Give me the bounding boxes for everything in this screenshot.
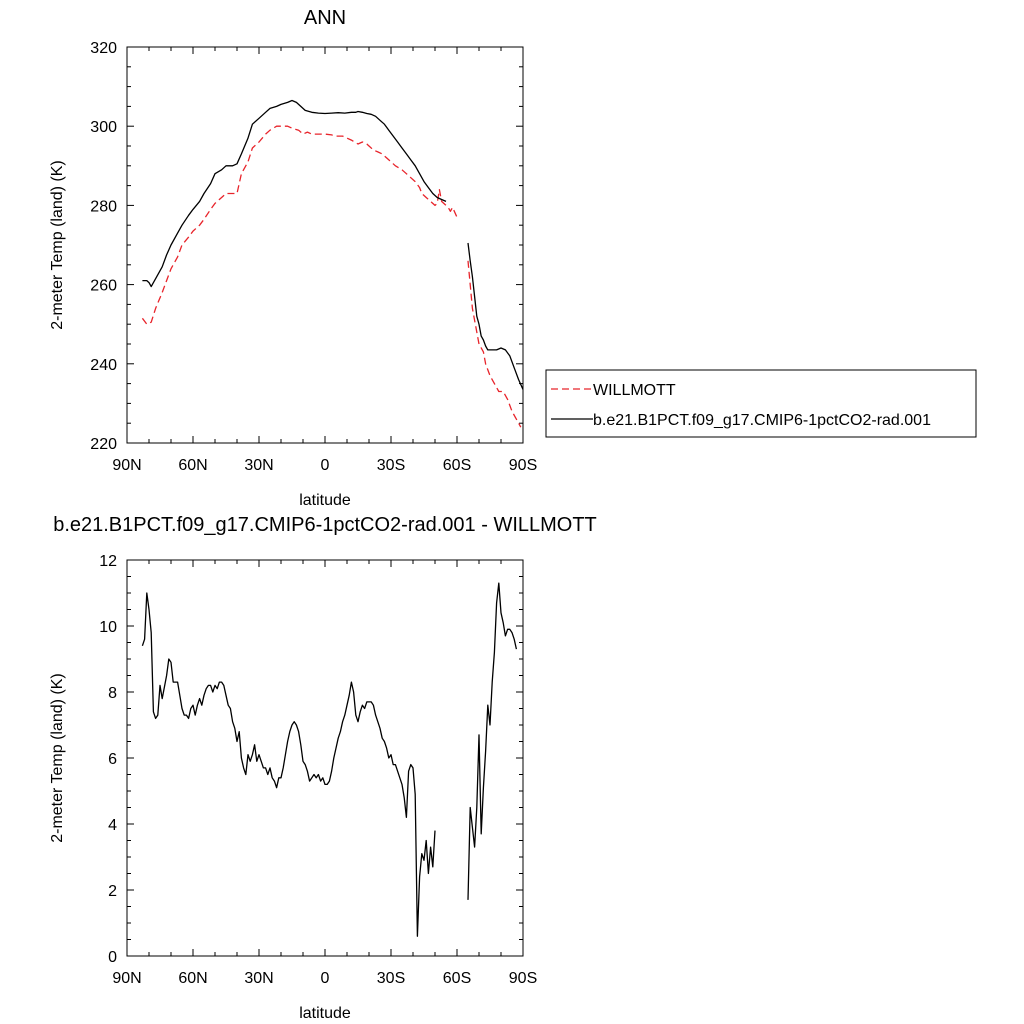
x-tick-label: 60S: [443, 457, 471, 474]
bottom-panel-difference: b.e21.B1PCT.f09_g17.CMIP6-1pctCO2-rad.00…: [49, 514, 597, 1022]
x-tick-label: 60N: [178, 970, 207, 987]
legend-entry: b.e21.B1PCT.f09_g17.CMIP6-1pctCO2-rad.00…: [593, 412, 931, 429]
y-tick-label: 4: [108, 817, 117, 834]
y-axis-label: 2-meter Temp (land) (K): [49, 160, 66, 330]
series-line-0-segment-1: [467, 260, 522, 428]
y-tick-label: 320: [90, 40, 117, 57]
y-tick-label: 0: [108, 949, 117, 966]
x-tick-label: 90N: [112, 457, 141, 474]
x-tick-label: 30S: [377, 970, 405, 987]
x-tick-label: 0: [321, 457, 330, 474]
series-line-0-segment-0: [141, 125, 458, 325]
x-tick-label: 90S: [509, 457, 537, 474]
y-tick-label: 12: [99, 553, 117, 570]
legend-box: [545, 369, 977, 438]
y-tick-label: 260: [90, 278, 117, 295]
legend-entry: WILLMOTT: [593, 382, 676, 399]
chart-title: b.e21.B1PCT.f09_g17.CMIP6-1pctCO2-rad.00…: [53, 514, 597, 536]
x-axis-label: latitude: [299, 492, 351, 509]
legend: WILLMOTT b.e21.B1PCT.f09_g17.CMIP6-1pctCO…: [545, 369, 977, 438]
series-line-1-segment-0: [142, 99, 447, 288]
x-tick-label: 90N: [112, 970, 141, 987]
y-tick-label: 240: [90, 357, 117, 374]
x-axis-label: latitude: [299, 1005, 351, 1022]
x-tick-label: 60S: [443, 970, 471, 987]
y-axis-label: 2-meter Temp (land) (K): [49, 673, 66, 843]
y-tick-label: 300: [90, 119, 117, 136]
x-tick-label: 30N: [244, 970, 273, 987]
plot-frame: [126, 559, 524, 957]
y-tick-label: 6: [108, 751, 117, 768]
x-tick-label: 30S: [377, 457, 405, 474]
chart-title: ANN: [304, 7, 346, 29]
series-line-1-segment-1: [467, 242, 524, 390]
x-tick-label: 60N: [178, 457, 207, 474]
series-line-0-segment-1: [467, 582, 518, 900]
y-tick-label: 2: [108, 883, 117, 900]
series-line-0-segment-0: [141, 592, 436, 937]
top-panel-annual-temperature: ANN 90N 60N 30N 0 30S 60S 90S 220 240 260 280 300 320…: [49, 7, 537, 509]
y-tick-label: 10: [99, 619, 117, 636]
x-tick-label: 90S: [509, 970, 537, 987]
y-tick-label: 220: [90, 436, 117, 453]
x-tick-label: 30N: [244, 457, 273, 474]
y-tick-label: 280: [90, 198, 117, 215]
y-tick-label: 8: [108, 685, 117, 702]
plot-frame: [126, 46, 524, 444]
x-tick-label: 0: [321, 970, 330, 987]
